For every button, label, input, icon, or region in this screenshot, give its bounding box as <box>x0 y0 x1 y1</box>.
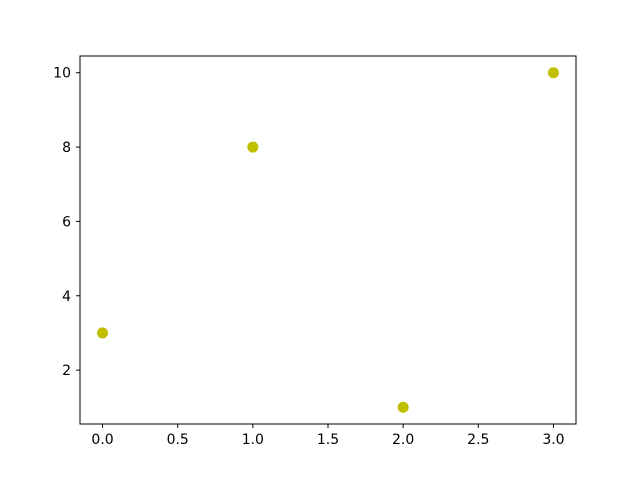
y-axis-tick-label: 8 <box>62 140 71 156</box>
y-axis-tick-label: 4 <box>62 289 71 305</box>
x-axis-tick-label: 1.5 <box>317 432 339 448</box>
data-point <box>97 327 109 339</box>
plot-border <box>79 55 577 425</box>
x-axis-tick-label: 2.0 <box>392 432 414 448</box>
x-axis-tick-label: 0.0 <box>91 432 113 448</box>
x-axis-tick-label: 3.0 <box>542 432 564 448</box>
y-axis-tick-label: 2 <box>62 363 71 379</box>
data-point <box>397 401 409 413</box>
x-axis-tick-label: 0.5 <box>167 432 189 448</box>
y-axis-tick-label: 10 <box>53 66 71 82</box>
x-axis-tick-label: 1.0 <box>242 432 264 448</box>
x-axis-tick-label: 2.5 <box>467 432 489 448</box>
y-axis-tick-label: 6 <box>62 214 71 230</box>
data-point <box>247 141 259 153</box>
data-point <box>547 67 559 79</box>
